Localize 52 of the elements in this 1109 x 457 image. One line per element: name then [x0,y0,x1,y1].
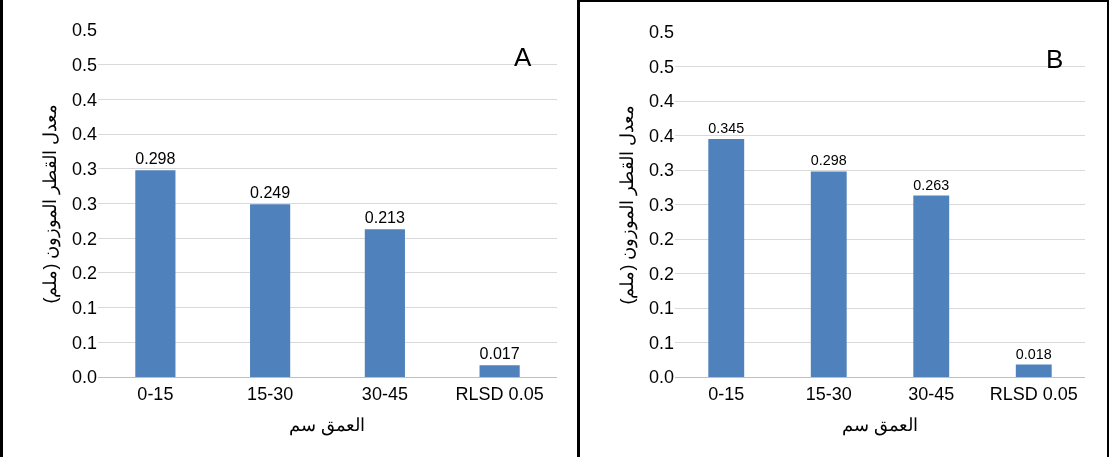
y-tick-label: 0.0 [71,367,97,388]
bar [1015,364,1052,377]
x-tick-label: RLSD 0.05 [455,383,544,404]
data-label: 0.345 [708,119,745,136]
bar [250,204,291,377]
bar [479,365,520,377]
y-tick-label: 0.2 [71,228,97,249]
y-tick-label: 0.3 [71,193,97,214]
data-label: 0.213 [364,207,406,226]
y-tick-label: 0.5 [648,56,674,77]
y-tick-label: 0.1 [648,298,674,319]
x-tick-label: 15-30 [247,383,294,404]
y-tick-label: 0.1 [648,332,674,353]
x-tick-label: 30-45 [908,383,955,404]
x-tick-label: 15-30 [805,383,852,404]
data-label: 0.018 [1015,345,1052,362]
y-tick-label: 0.4 [71,89,97,110]
y-tick-label: 0.3 [648,194,674,215]
x-axis-title: العمق سم [841,414,919,436]
data-label: 0.249 [250,182,291,201]
y-tick-label: 0.3 [71,159,97,180]
y-tick-label: 0.4 [71,124,97,145]
y-tick-label: 0.1 [71,297,97,318]
y-tick-label: 0.1 [71,332,97,353]
data-label: 0.298 [135,148,176,167]
x-axis-title: العمق سم [289,414,366,436]
y-tick-label: 0.2 [648,263,674,284]
bar [810,171,847,377]
y-tick-label: 0.2 [71,263,97,284]
y-axis-title: معدل القطر الموزون (ملم) [40,103,62,304]
bar [135,170,176,377]
y-tick-label: 0.0 [648,367,674,388]
y-tick-label: 0.3 [648,160,674,181]
y-tick-label: 0.5 [71,20,97,41]
y-tick-label: 0.5 [71,55,97,75]
x-tick-label: RLSD 0.05 [989,383,1078,404]
x-tick-label: 0-15 [137,383,174,404]
data-label: 0.017 [479,343,520,362]
data-label: 0.298 [810,152,847,169]
y-axis-title: معدل القطر الموزون (ملم) [617,104,639,305]
bar [364,229,405,377]
x-tick-label: 0-15 [708,383,745,404]
data-label: 0.263 [913,176,950,193]
annotation: B [1046,44,1064,74]
y-tick-label: 0.5 [648,22,674,43]
x-tick-label: 30-45 [361,383,408,404]
y-tick-label: 0.4 [648,125,674,146]
bar [913,195,950,377]
y-tick-label: 0.4 [648,91,674,112]
y-tick-label: 0.2 [648,229,674,250]
annotation: A [514,42,532,72]
bar [708,138,745,377]
